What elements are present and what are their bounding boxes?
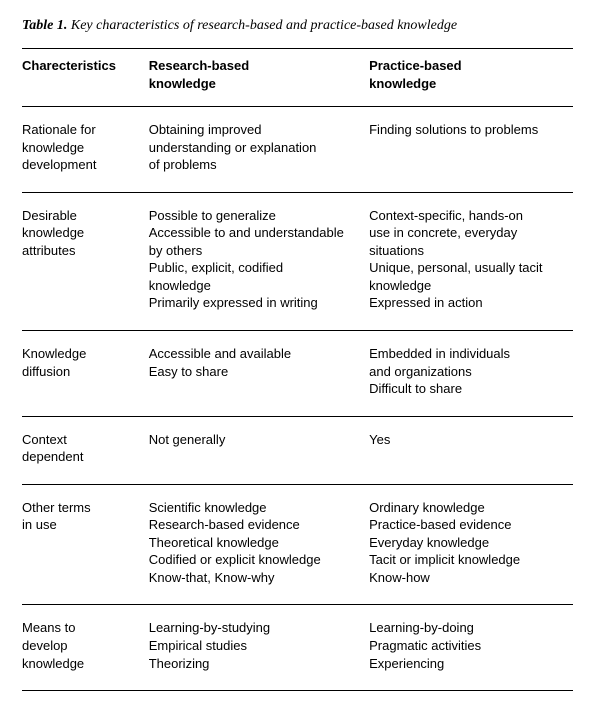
table-cell: Learning-by-studyingEmpirical studiesThe… [149,605,369,691]
caption-label: Table 1. [22,18,67,33]
table-cell: Means todevelopknowledge [22,605,149,691]
table-row: Other termsin useScientific knowledgeRes… [22,484,573,605]
table-row: Rationale forknowledgedevelopmentObtaini… [22,107,573,193]
table-cell: Accessible and availableEasy to share [149,331,369,417]
table-cell: Possible to generalizeAccessible to and … [149,192,369,330]
col-header-research: Research-basedknowledge [149,49,369,107]
table-cell: Desirableknowledgeattributes [22,192,149,330]
table-row: DesirableknowledgeattributesPossible to … [22,192,573,330]
table-row: KnowledgediffusionAccessible and availab… [22,331,573,417]
table-cell: Embedded in individualsand organizations… [369,331,573,417]
table-body: Rationale forknowledgedevelopmentObtaini… [22,107,573,691]
table-row: ContextdependentNot generallyYes [22,416,573,484]
table-cell: Obtaining improvedunderstanding or expla… [149,107,369,193]
table-cell: Scientific knowledgeResearch-based evide… [149,484,369,605]
caption-text: Key characteristics of research-based an… [71,18,457,33]
table-cell: Rationale forknowledgedevelopment [22,107,149,193]
knowledge-table: Charecteristics Research-basedknowledge … [22,48,573,691]
table-cell: Yes [369,416,573,484]
col-header-characteristics: Charecteristics [22,49,149,107]
table-header-row: Charecteristics Research-basedknowledge … [22,49,573,107]
table-row: Means todevelopknowledgeLearning-by-stud… [22,605,573,691]
table-cell: Context-specific, hands-onuse in concret… [369,192,573,330]
table-cell: Finding solutions to problems [369,107,573,193]
table-cell: Other termsin use [22,484,149,605]
table-cell: Contextdependent [22,416,149,484]
table-caption: Table 1. Key characteristics of research… [22,18,573,34]
col-header-practice: Practice-basedknowledge [369,49,573,107]
table-cell: Learning-by-doingPragmatic activitiesExp… [369,605,573,691]
table-cell: Ordinary knowledgePractice-based evidenc… [369,484,573,605]
table-cell: Not generally [149,416,369,484]
table-cell: Knowledgediffusion [22,331,149,417]
